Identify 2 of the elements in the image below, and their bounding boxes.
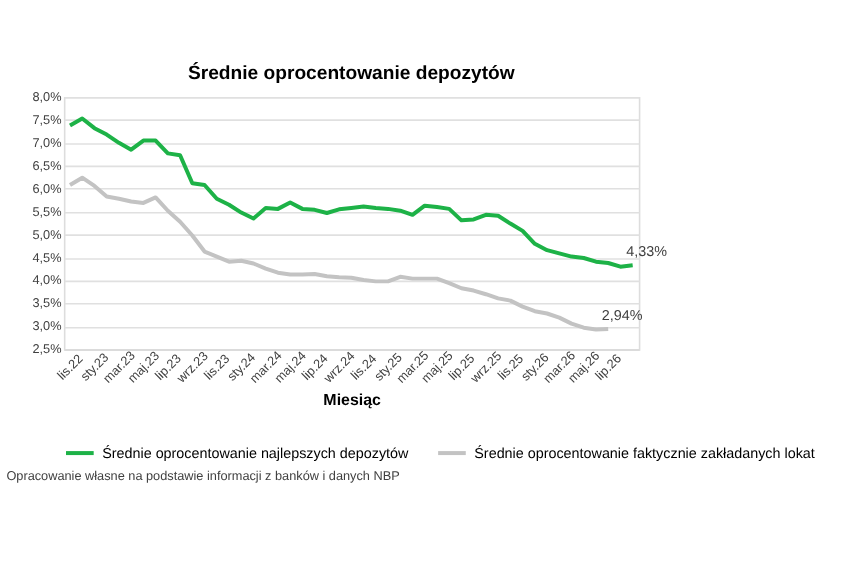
chart-title: Średnie oprocentowanie depozytów [187, 61, 516, 86]
x-axis-title: Miesiąc [323, 391, 383, 410]
